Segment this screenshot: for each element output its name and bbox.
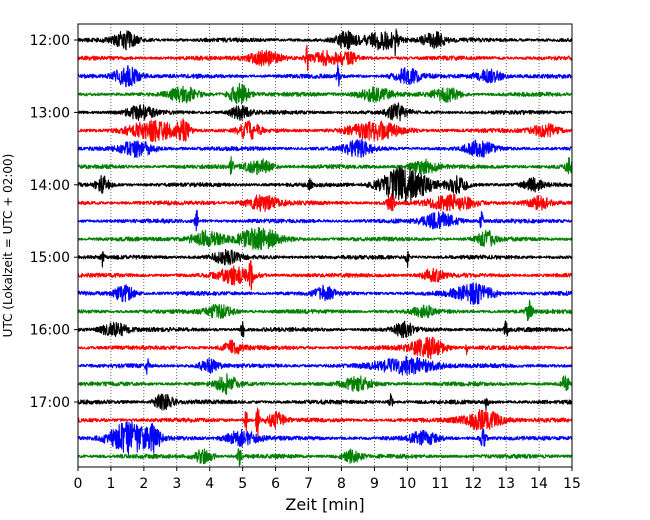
seismogram-trace	[77, 226, 573, 251]
y-tick-label: 16:00	[30, 323, 70, 339]
x-tick-label: 14	[530, 476, 548, 492]
seismogram-trace	[77, 373, 573, 395]
y-tick-label: 13:00	[30, 105, 70, 121]
seismogram-trace	[77, 393, 573, 411]
seismogram-trace	[77, 336, 573, 360]
y-axis-title: UTC (Lokalzeit = UTC + 02:00)	[1, 154, 15, 338]
seismogram-trace	[77, 44, 573, 72]
x-tick-label: 11	[431, 476, 449, 492]
x-axis-ticks: 0 1 2 3 4 5 6 7 8 9 10 11 12 13 14 15	[74, 467, 581, 492]
x-tick-label: 7	[304, 476, 313, 492]
seismogram-trace	[77, 421, 573, 456]
seismogram-trace	[77, 355, 573, 376]
seismogram-trace	[77, 209, 573, 232]
x-tick-label: 6	[271, 476, 280, 492]
x-tick-label: 15	[563, 476, 581, 492]
seismogram-trace	[77, 166, 573, 204]
axes-frame	[77, 23, 573, 468]
x-tick-label: 5	[238, 476, 247, 492]
x-tick-label: 1	[106, 476, 115, 492]
y-tick-label: 14:00	[30, 178, 70, 194]
y-tick-label: 15:00	[30, 250, 70, 266]
seismogram-trace	[77, 138, 573, 158]
seismogram-trace	[77, 156, 573, 176]
seismogram-trace	[77, 64, 573, 88]
x-tick-label: 10	[398, 476, 416, 492]
seismogram-trace	[77, 248, 573, 268]
seismogram-trace	[77, 260, 573, 291]
x-tick-label: 12	[464, 476, 482, 492]
y-tick-label: 17:00	[30, 395, 70, 411]
x-tick-label: 8	[337, 476, 346, 492]
seismogram-trace	[77, 320, 573, 339]
x-tick-label: 3	[172, 476, 181, 492]
seismogram-traces	[77, 28, 573, 467]
seismogram-trace	[77, 102, 573, 122]
seismogram-trace	[77, 448, 573, 467]
x-tick-label: 9	[370, 476, 379, 492]
seismogram-trace	[77, 118, 573, 143]
seismogram-trace	[77, 407, 573, 439]
x-axis-title: Zeit [min]	[285, 495, 364, 514]
seismogram-trace	[77, 282, 573, 305]
x-tick-label: 0	[74, 476, 83, 492]
y-tick-label: 12:00	[30, 33, 70, 49]
seismogram-trace	[77, 299, 573, 322]
y-axis-ticks: 12:00 13:00 14:00 15:00 16:00 17:00	[30, 33, 78, 411]
seismogram-trace	[77, 82, 573, 105]
x-tick-label: 4	[205, 476, 214, 492]
seismogram-trace	[77, 28, 573, 56]
seismogram-trace	[77, 193, 573, 212]
x-tick-label: 13	[497, 476, 515, 492]
x-tick-label: 2	[139, 476, 148, 492]
